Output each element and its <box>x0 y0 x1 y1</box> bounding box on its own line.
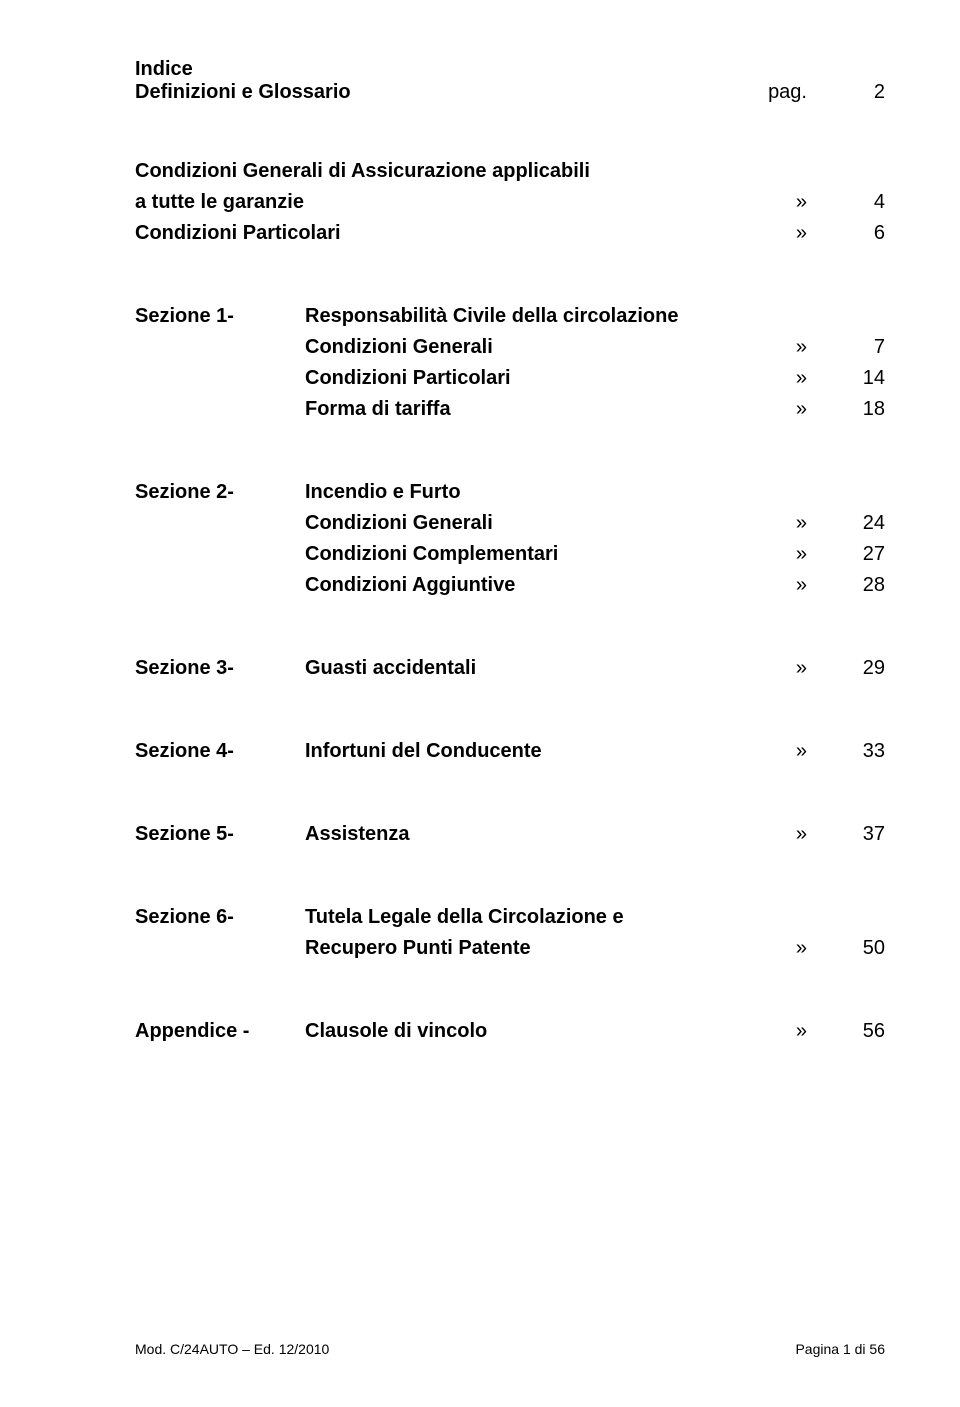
toc-desc: a tutte le garanzie <box>135 187 304 218</box>
toc-page: 28 <box>845 570 885 601</box>
toc-block-appendix: Appendice -Clausole di vincolo » 56 <box>135 1016 885 1047</box>
toc-desc: Condizioni Particolari <box>305 363 511 394</box>
toc-page: 4 <box>845 187 885 218</box>
toc-desc: Infortuni del Conducente <box>305 736 542 767</box>
toc-quote: » <box>796 363 807 394</box>
toc-quote: » <box>796 933 807 964</box>
toc-page: 18 <box>845 394 885 425</box>
toc-page: 27 <box>845 539 885 570</box>
toc-page: 33 <box>845 736 885 767</box>
pag-num: 2 <box>845 81 885 104</box>
footer: Mod. C/24AUTO – Ed. 12/2010 Pagina 1 di … <box>135 1341 885 1357</box>
toc-desc: Condizioni Generali <box>305 332 493 363</box>
toc-page: 50 <box>845 933 885 964</box>
toc-page: 24 <box>845 508 885 539</box>
toc-quote: » <box>796 570 807 601</box>
toc-quote: » <box>796 736 807 767</box>
toc-quote: » <box>796 332 807 363</box>
toc-quote: » <box>796 508 807 539</box>
toc-block-section1: Sezione 1-Responsabilità Civile della ci… <box>135 301 885 425</box>
toc-desc: Condizioni Generali <box>305 508 493 539</box>
toc-desc: Incendio e Furto <box>305 477 461 508</box>
definitions-title: Definizioni e Glossario <box>135 81 351 104</box>
footer-right: Pagina 1 di 56 <box>795 1341 885 1357</box>
toc-desc: Responsabilità Civile della circolazione <box>305 301 678 332</box>
toc-page: 14 <box>845 363 885 394</box>
toc-page: 29 <box>845 653 885 684</box>
toc-quote: » <box>796 187 807 218</box>
footer-left: Mod. C/24AUTO – Ed. 12/2010 <box>135 1341 329 1357</box>
toc-block-section2: Sezione 2-Incendio e Furto Condizioni Ge… <box>135 477 885 601</box>
toc-desc: Condizioni Complementari <box>305 539 558 570</box>
section-label: Sezione 6- <box>135 902 305 933</box>
toc-page: 56 <box>845 1016 885 1047</box>
toc-page: 7 <box>845 332 885 363</box>
section-label: Sezione 4- <box>135 736 305 767</box>
toc-desc: Assistenza <box>305 819 410 850</box>
pag-label: pag. <box>768 81 807 104</box>
section-label: Sezione 5- <box>135 819 305 850</box>
toc-block-section5: Sezione 5-Assistenza » 37 <box>135 819 885 850</box>
toc-block-section4: Sezione 4-Infortuni del Conducente » 33 <box>135 736 885 767</box>
toc-quote: » <box>796 539 807 570</box>
section-label: Sezione 1- <box>135 301 305 332</box>
toc-quote: » <box>796 394 807 425</box>
toc-quote: » <box>796 819 807 850</box>
toc-page: 37 <box>845 819 885 850</box>
toc-page: 6 <box>845 218 885 249</box>
header: Indice Definizioni e Glossario pag. 2 <box>135 58 885 104</box>
toc-desc: Forma di tariffa <box>305 394 451 425</box>
toc-block-section3: Sezione 3-Guasti accidentali » 29 <box>135 653 885 684</box>
toc-desc: Condizioni Aggiuntive <box>305 570 515 601</box>
toc-desc: Recupero Punti Patente <box>305 933 531 964</box>
toc-quote: » <box>796 653 807 684</box>
index-title: Indice <box>135 58 193 81</box>
toc-block-section6: Sezione 6-Tutela Legale della Circolazio… <box>135 902 885 964</box>
toc-desc: Clausole di vincolo <box>305 1016 487 1047</box>
toc-quote: » <box>796 218 807 249</box>
section-label: Sezione 2- <box>135 477 305 508</box>
section-label: Sezione 3- <box>135 653 305 684</box>
section-label: Appendice - <box>135 1016 305 1047</box>
toc-desc: Guasti accidentali <box>305 653 476 684</box>
toc-desc: Tutela Legale della Circolazione e <box>305 902 624 933</box>
toc-desc: Condizioni Generali di Assicurazione app… <box>135 156 590 187</box>
toc-desc: Condizioni Particolari <box>135 218 341 249</box>
toc-block-general: Condizioni Generali di Assicurazione app… <box>135 156 885 249</box>
toc-quote: » <box>796 1016 807 1047</box>
